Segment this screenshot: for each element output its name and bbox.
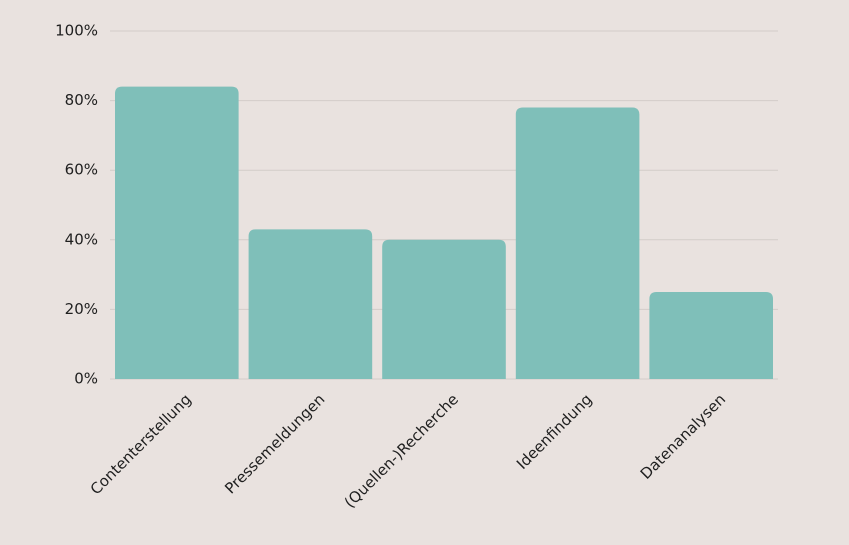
y-tick-label: 60% [65, 161, 98, 179]
y-tick-label: 100% [55, 22, 98, 40]
y-tick-label: 0% [74, 370, 98, 388]
x-tick-label: Ideenfindung [513, 390, 596, 473]
bar [248, 229, 373, 379]
bar [515, 107, 640, 379]
y-tick-label: 80% [65, 91, 98, 109]
x-tick-label: Datenanalysen [637, 390, 730, 483]
x-tick-label: Contenterstellung [87, 390, 195, 498]
bar [115, 86, 239, 380]
x-tick-label: (Quellen-)Recherche [341, 390, 462, 511]
x-tick-label: Pressemeldungen [221, 390, 328, 497]
bar [382, 239, 506, 379]
y-tick-label: 20% [65, 300, 98, 318]
y-tick-label: 40% [65, 230, 98, 248]
bar [649, 292, 773, 379]
